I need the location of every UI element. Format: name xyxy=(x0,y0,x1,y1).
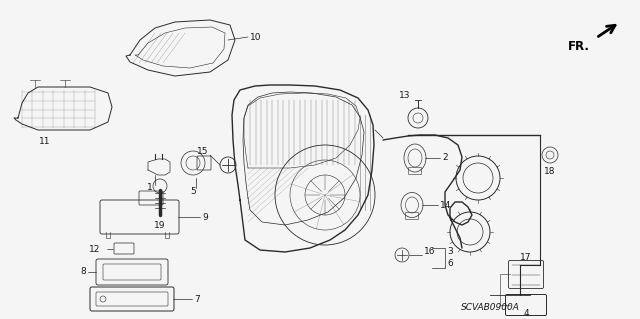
Text: 11: 11 xyxy=(39,137,51,146)
Text: SCVAB0900A: SCVAB0900A xyxy=(461,303,520,313)
Text: 17: 17 xyxy=(520,254,532,263)
Text: 3: 3 xyxy=(447,248,452,256)
Text: 13: 13 xyxy=(399,91,411,100)
Text: 9: 9 xyxy=(202,212,208,221)
Text: 8: 8 xyxy=(80,268,86,277)
Text: 1: 1 xyxy=(147,183,153,192)
Text: 15: 15 xyxy=(196,147,208,157)
Text: 14: 14 xyxy=(440,201,451,210)
Text: FR.: FR. xyxy=(568,40,590,53)
Text: 7: 7 xyxy=(194,294,200,303)
Text: 18: 18 xyxy=(544,167,556,176)
Text: 19: 19 xyxy=(154,221,166,231)
Text: 5: 5 xyxy=(190,187,196,196)
Text: 2: 2 xyxy=(442,153,447,162)
Text: 6: 6 xyxy=(447,259,452,269)
Text: 4: 4 xyxy=(523,309,529,318)
Text: 10: 10 xyxy=(250,33,262,41)
Text: 12: 12 xyxy=(88,244,100,254)
Text: 16: 16 xyxy=(424,248,435,256)
